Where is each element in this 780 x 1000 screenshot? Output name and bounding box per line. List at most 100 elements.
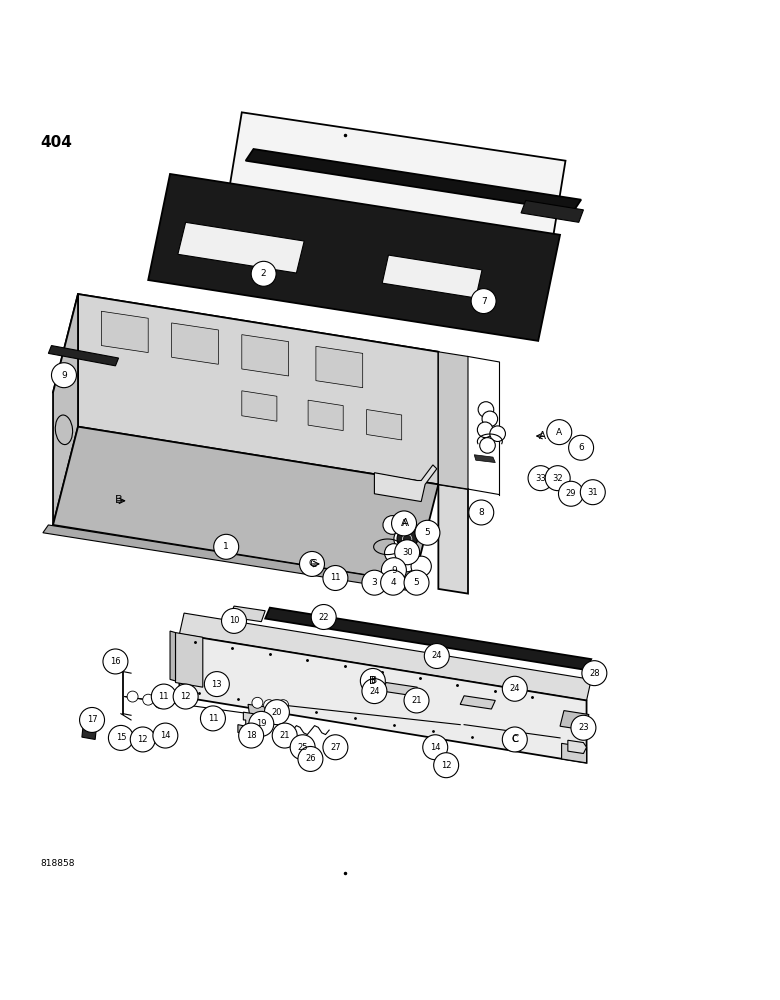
Text: 14: 14: [430, 743, 441, 752]
Circle shape: [394, 527, 417, 551]
Polygon shape: [101, 311, 148, 353]
Circle shape: [404, 688, 429, 713]
Polygon shape: [243, 712, 254, 726]
Text: 13: 13: [211, 680, 222, 689]
Text: A: A: [401, 519, 407, 528]
Polygon shape: [43, 525, 419, 591]
Text: 31: 31: [587, 488, 598, 497]
Text: 11: 11: [207, 714, 218, 723]
Polygon shape: [170, 631, 176, 681]
Polygon shape: [176, 633, 203, 687]
Circle shape: [300, 551, 324, 576]
Circle shape: [423, 735, 448, 760]
Text: A: A: [402, 518, 410, 528]
Circle shape: [204, 672, 229, 697]
Circle shape: [130, 727, 155, 752]
Text: 25: 25: [297, 743, 308, 752]
Circle shape: [582, 661, 607, 686]
Circle shape: [154, 697, 165, 708]
Circle shape: [502, 676, 527, 701]
Circle shape: [151, 684, 176, 709]
Polygon shape: [238, 725, 254, 736]
Circle shape: [545, 466, 570, 491]
Circle shape: [127, 691, 138, 702]
Text: 1: 1: [223, 542, 229, 551]
Polygon shape: [226, 112, 566, 257]
Circle shape: [411, 556, 431, 576]
Circle shape: [80, 707, 105, 732]
Polygon shape: [367, 410, 402, 440]
Text: 404: 404: [41, 135, 73, 150]
Polygon shape: [53, 294, 438, 450]
Text: 17: 17: [87, 715, 98, 724]
Text: 22: 22: [318, 612, 329, 621]
Text: 30: 30: [402, 548, 413, 557]
Text: C: C: [310, 559, 317, 569]
Circle shape: [278, 700, 289, 711]
Text: 3: 3: [371, 578, 378, 587]
Text: 16: 16: [110, 657, 121, 666]
Circle shape: [569, 435, 594, 460]
Text: 19: 19: [256, 719, 267, 728]
Text: 6: 6: [578, 443, 584, 452]
Polygon shape: [242, 391, 277, 421]
Polygon shape: [179, 634, 587, 763]
Polygon shape: [568, 740, 587, 754]
Polygon shape: [265, 608, 591, 670]
Circle shape: [264, 700, 289, 725]
Circle shape: [469, 500, 494, 525]
Polygon shape: [78, 294, 438, 484]
Polygon shape: [148, 174, 560, 341]
Text: 14: 14: [160, 731, 171, 740]
Polygon shape: [53, 427, 438, 583]
Text: 10: 10: [229, 616, 239, 625]
Circle shape: [251, 261, 276, 286]
Circle shape: [323, 566, 348, 590]
Circle shape: [222, 608, 246, 633]
Polygon shape: [246, 149, 581, 211]
Polygon shape: [172, 323, 218, 364]
Circle shape: [397, 529, 417, 549]
Circle shape: [404, 570, 429, 595]
Text: 818858: 818858: [41, 859, 75, 868]
Text: 5: 5: [413, 578, 420, 587]
Polygon shape: [48, 346, 119, 366]
Text: 9: 9: [391, 566, 397, 575]
Polygon shape: [438, 352, 468, 489]
Circle shape: [173, 684, 198, 709]
Text: 5: 5: [424, 528, 431, 537]
Circle shape: [214, 534, 239, 559]
Text: 27: 27: [330, 743, 341, 752]
Text: B: B: [370, 676, 376, 685]
Circle shape: [153, 723, 178, 748]
Circle shape: [362, 679, 387, 704]
Text: 29: 29: [566, 489, 576, 498]
Circle shape: [502, 727, 527, 752]
Text: 18: 18: [246, 731, 257, 740]
Polygon shape: [308, 400, 343, 431]
Polygon shape: [82, 714, 98, 739]
Text: 4: 4: [390, 578, 396, 587]
Circle shape: [477, 422, 493, 438]
Text: 24: 24: [509, 684, 520, 693]
Circle shape: [108, 725, 133, 750]
Circle shape: [558, 481, 583, 506]
Polygon shape: [438, 484, 468, 594]
Circle shape: [311, 605, 336, 629]
Text: 11: 11: [158, 692, 169, 701]
Text: 7: 7: [480, 297, 487, 306]
Circle shape: [252, 697, 263, 708]
Text: B: B: [369, 676, 377, 686]
Text: 24: 24: [431, 652, 442, 660]
Circle shape: [239, 723, 264, 748]
Text: 28: 28: [589, 669, 600, 678]
Text: 8: 8: [478, 508, 484, 517]
Text: C: C: [512, 735, 518, 744]
Polygon shape: [53, 294, 78, 525]
Polygon shape: [374, 465, 437, 502]
Circle shape: [264, 700, 275, 711]
Circle shape: [298, 746, 323, 771]
Text: A: A: [556, 428, 562, 437]
Circle shape: [51, 363, 76, 388]
Text: 2: 2: [261, 269, 267, 278]
